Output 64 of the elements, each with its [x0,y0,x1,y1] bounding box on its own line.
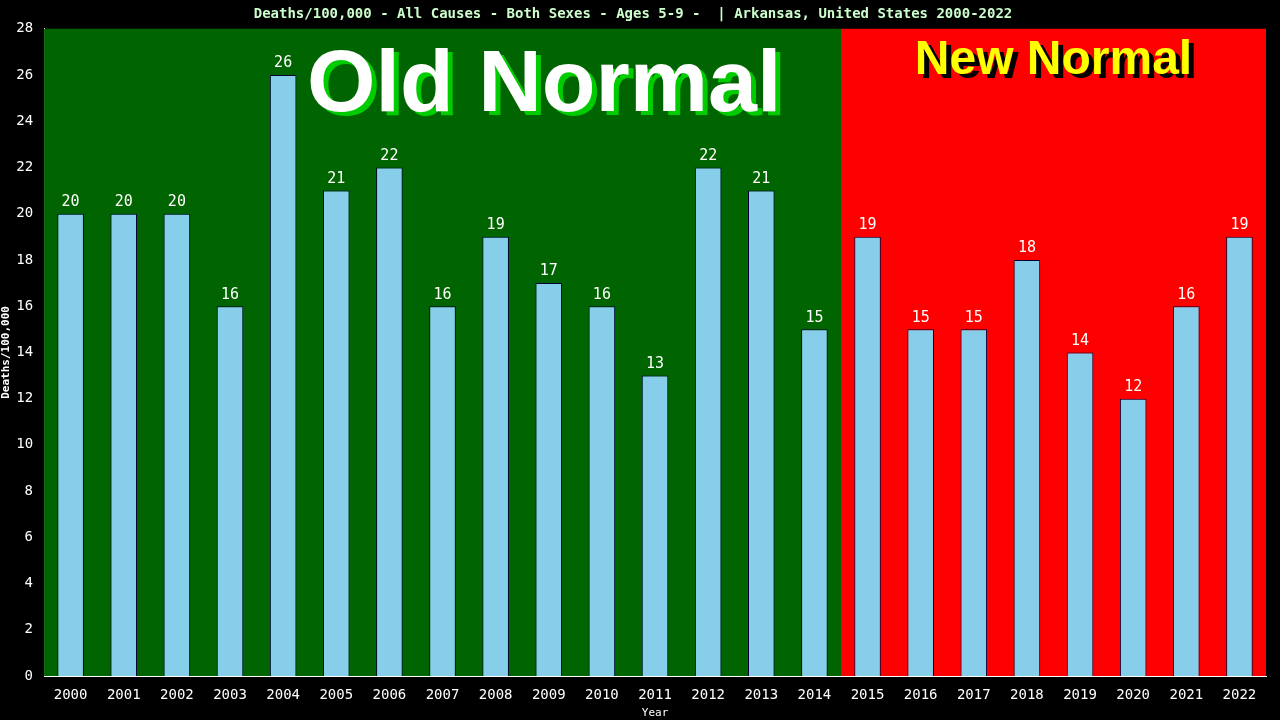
data-label: 16 [592,284,611,303]
data-label: 20 [114,192,133,211]
data-label: 21 [752,168,771,187]
x-axis-title: Year [641,706,669,720]
y-tick-label: 20 [16,204,34,221]
x-tick-label: 2013 [744,686,779,703]
y-tick-label: 14 [16,343,34,360]
chart-title: Deaths/100,000 - All Causes - Both Sexes - Ages 5-9 - | Arkansas, United States 2000-2022 [253,5,1013,23]
y-tick-label: 8 [24,481,34,498]
x-tick-label: 2020 [1116,686,1151,703]
y-tick-label: 12 [16,389,34,406]
data-label: 15 [964,307,983,326]
x-tick-label: 2010 [585,686,619,703]
x-tick-label: 2018 [1010,686,1044,703]
y-tick-label: 22 [16,158,34,175]
data-label: 22 [380,145,399,164]
data-label: 22 [699,145,718,164]
y-tick-label: 6 [24,527,34,544]
data-label: 26 [274,53,293,72]
data-label: 17 [539,261,558,280]
y-tick-label: 26 [16,65,34,82]
x-tick-label: 2004 [266,686,300,703]
data-label: 19 [486,215,505,234]
x-tick-label: 2021 [1169,686,1204,703]
data-label: 20 [167,192,186,211]
x-tick-label: 2019 [1063,686,1097,703]
y-tick-label: 16 [16,296,34,313]
x-tick-label: 2008 [478,686,513,703]
data-label: 13 [646,353,665,372]
y-tick-label: 24 [16,111,34,128]
x-tick-label: 2022 [1222,686,1257,703]
data-label: 15 [805,307,824,326]
x-tick-label: 2009 [531,686,566,703]
x-tick-label: 2016 [903,686,938,703]
y-tick-label: 28 [16,19,34,36]
x-tick-label: 2011 [638,686,672,703]
x-tick-label: 2007 [425,686,460,703]
x-tick-label: 2006 [372,686,407,703]
x-tick-label: 2014 [797,686,832,703]
x-tick-label: 2012 [691,686,726,703]
y-axis-title: Deaths/100,000 [0,306,13,399]
x-tick-label: 2000 [53,686,88,703]
x-tick-label: 2001 [106,686,141,703]
y-tick-label: 2 [24,620,34,637]
data-label: 21 [327,168,346,187]
x-tick-label: 2002 [160,686,194,703]
data-label: 12 [1124,377,1143,396]
data-label: 16 [1177,284,1196,303]
data-label: 18 [1017,238,1036,257]
y-tick-label: 0 [24,666,34,683]
data-label: 14 [1071,330,1090,349]
data-label: 19 [1230,215,1249,234]
data-label: 16 [433,284,452,303]
x-tick-label: 2003 [213,686,247,703]
data-label: 16 [220,284,240,303]
data-label: 20 [61,192,80,211]
y-tick-label: 4 [24,574,34,591]
y-tick-label: 18 [16,250,34,267]
x-tick-label: 2017 [956,686,991,703]
y-tick-label: 10 [16,435,34,452]
data-label: 15 [911,307,930,326]
data-label: 19 [858,215,877,234]
x-tick-label: 2005 [319,686,354,703]
x-tick-label: 2015 [850,686,885,703]
